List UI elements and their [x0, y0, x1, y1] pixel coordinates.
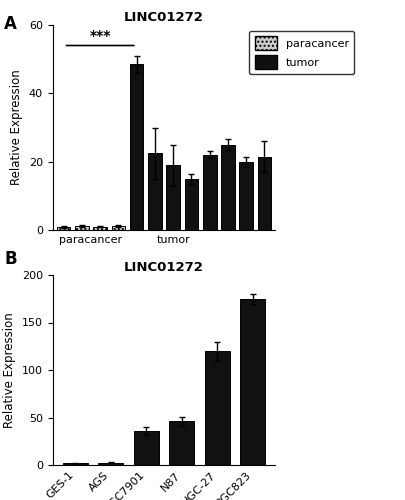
- Bar: [169, 422, 194, 465]
- Bar: [239, 162, 253, 230]
- Bar: [203, 155, 217, 230]
- Title: LINC01272: LINC01272: [124, 11, 204, 24]
- Bar: [148, 153, 162, 230]
- Y-axis label: Relative Expression: Relative Expression: [10, 70, 23, 186]
- Bar: [75, 226, 89, 230]
- Bar: [98, 462, 123, 465]
- Bar: [258, 156, 271, 230]
- Bar: [134, 431, 159, 465]
- Bar: [57, 226, 70, 230]
- Text: ***: ***: [90, 29, 111, 43]
- Title: LINC01272: LINC01272: [124, 261, 204, 274]
- Bar: [221, 144, 235, 230]
- Y-axis label: Relative Expression: Relative Expression: [3, 312, 16, 428]
- Bar: [241, 298, 265, 465]
- Bar: [111, 226, 125, 230]
- Bar: [63, 463, 87, 465]
- Text: A: A: [4, 15, 17, 33]
- Bar: [93, 226, 107, 230]
- Text: B: B: [4, 250, 17, 268]
- Bar: [130, 64, 143, 230]
- Bar: [185, 179, 198, 230]
- Bar: [166, 165, 180, 230]
- Legend: paracancer, tumor: paracancer, tumor: [249, 30, 354, 74]
- Bar: [205, 351, 230, 465]
